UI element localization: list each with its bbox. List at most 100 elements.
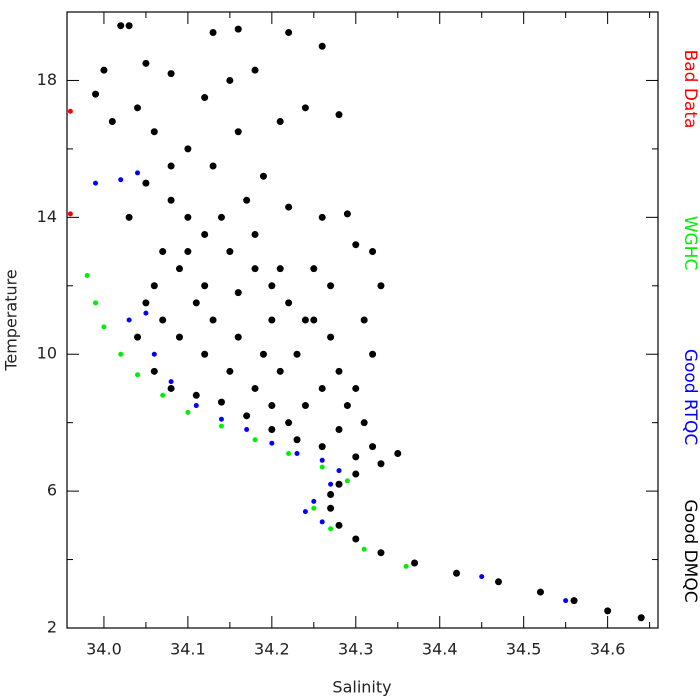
data-point	[217, 213, 225, 221]
data-point	[251, 66, 259, 74]
data-point	[310, 316, 318, 324]
data-point	[159, 248, 167, 256]
data-point	[360, 316, 368, 324]
data-point	[251, 384, 259, 392]
data-point	[100, 66, 108, 74]
legend-label: Good RTQC	[680, 349, 700, 445]
data-point	[167, 162, 175, 170]
data-point	[234, 333, 242, 341]
data-point	[142, 179, 150, 187]
data-point	[536, 588, 544, 596]
data-point	[301, 402, 309, 410]
data-point	[343, 210, 351, 218]
data-point	[286, 450, 292, 456]
data-point	[268, 316, 276, 324]
data-point	[226, 248, 234, 256]
data-point	[335, 480, 343, 488]
data-point	[328, 526, 334, 532]
data-point	[160, 392, 166, 398]
data-point	[360, 419, 368, 427]
data-point	[243, 196, 251, 204]
data-point	[319, 457, 325, 463]
data-point	[67, 108, 73, 114]
plot-marks	[67, 22, 645, 622]
legend-label: Good DMQC	[680, 499, 700, 602]
data-point	[570, 597, 578, 605]
data-point	[369, 443, 377, 451]
data-point	[268, 426, 276, 434]
data-point	[335, 367, 343, 375]
data-point	[318, 213, 326, 221]
data-point	[285, 419, 293, 427]
y-tick-label: 2	[47, 618, 57, 637]
x-tick-label: 34.6	[590, 640, 626, 659]
data-point	[294, 450, 300, 456]
data-point	[318, 384, 326, 392]
data-point	[604, 607, 612, 615]
data-point	[142, 59, 150, 67]
data-point	[192, 391, 200, 399]
data-point	[125, 213, 133, 221]
data-point	[209, 162, 217, 170]
x-tick-label: 34.2	[254, 640, 290, 659]
data-point	[118, 177, 124, 183]
data-point	[117, 22, 125, 30]
data-point	[327, 333, 335, 341]
data-point	[252, 437, 258, 443]
data-point	[377, 282, 385, 290]
data-point	[234, 128, 242, 136]
plot-frame	[66, 11, 659, 629]
data-point	[201, 282, 209, 290]
data-point	[319, 464, 325, 470]
data-point	[234, 289, 242, 297]
data-point	[403, 563, 409, 569]
data-point	[218, 416, 224, 422]
y-tick-label: 6	[47, 481, 57, 500]
data-point	[311, 498, 317, 504]
data-point	[125, 22, 133, 30]
data-point	[134, 104, 142, 112]
data-point	[126, 317, 132, 323]
data-point	[201, 350, 209, 358]
data-point	[335, 521, 343, 529]
data-point	[217, 398, 225, 406]
data-point	[479, 574, 485, 580]
data-point	[184, 213, 192, 221]
data-point	[175, 265, 183, 273]
x-tick-label: 34.3	[338, 640, 374, 659]
data-point	[193, 403, 199, 409]
data-point	[192, 299, 200, 307]
data-point	[336, 468, 342, 474]
y-tick-label: 18	[37, 70, 57, 89]
data-point	[319, 519, 325, 525]
data-point	[293, 436, 301, 444]
data-point	[327, 491, 335, 499]
data-point	[268, 402, 276, 410]
data-point	[142, 299, 150, 307]
data-point	[234, 25, 242, 33]
x-tick-label: 34.5	[506, 640, 542, 659]
data-point	[167, 384, 175, 392]
data-point	[328, 481, 334, 487]
data-point	[135, 170, 141, 176]
data-point	[92, 90, 100, 98]
data-point	[209, 29, 217, 37]
data-point	[352, 470, 360, 478]
y-tick-label: 14	[37, 207, 57, 226]
data-point	[285, 299, 293, 307]
data-point	[637, 614, 645, 622]
data-point	[293, 350, 301, 358]
data-point	[327, 504, 335, 512]
data-point	[150, 128, 158, 136]
data-point	[285, 203, 293, 211]
data-point	[377, 460, 385, 468]
data-point	[352, 241, 360, 249]
y-axis-label: Temperature	[2, 269, 21, 371]
data-point	[201, 230, 209, 238]
data-point	[318, 443, 326, 451]
x-axis-label: Salinity	[332, 678, 391, 697]
data-point	[352, 535, 360, 543]
data-point	[167, 196, 175, 204]
data-point	[285, 29, 293, 37]
data-point	[377, 549, 385, 557]
